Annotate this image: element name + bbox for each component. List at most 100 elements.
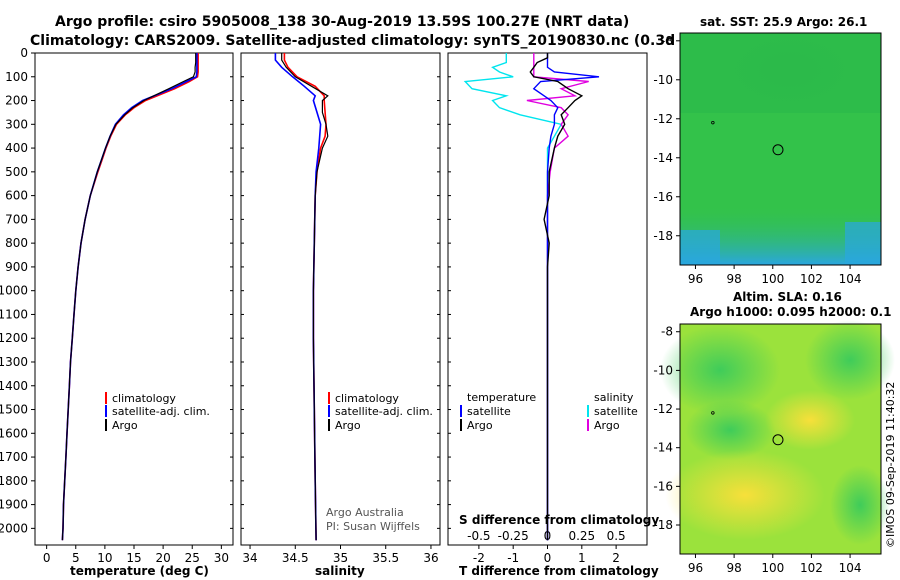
temp-line-climatology xyxy=(61,53,199,541)
lon-tick-label: 100 xyxy=(761,272,784,286)
sal-series xyxy=(274,53,329,541)
depth-tick-label: 1200 xyxy=(0,331,28,345)
lat-tick-label: -14 xyxy=(653,441,673,455)
x-tick-label: 34 xyxy=(242,551,257,565)
lat-tick-label: -18 xyxy=(653,518,673,532)
depth-tick-label: 900 xyxy=(5,260,28,274)
depth-tick-label: 1700 xyxy=(0,450,28,464)
s-tick-label: 0.5 xyxy=(607,529,626,543)
title-line1: Argo profile: csiro 5905008_138 30-Aug-2… xyxy=(55,14,629,30)
sst-map-frame xyxy=(679,32,882,266)
sst-map xyxy=(679,30,882,266)
float-position-marker xyxy=(772,434,784,446)
sla-map-green-patch xyxy=(805,320,895,400)
s-tick-label: -0.25 xyxy=(498,529,529,543)
x-tick-label: 30 xyxy=(214,551,229,565)
x-tick-label: 10 xyxy=(97,551,112,565)
lat-tick-label: -12 xyxy=(653,112,673,126)
depth-tick-label: 2000 xyxy=(0,521,28,535)
depth-tick-label: 800 xyxy=(5,236,28,250)
lat-tick-label: -16 xyxy=(653,190,673,204)
x-tick-label: 34.5 xyxy=(282,551,309,565)
lat-tick-label: -18 xyxy=(653,229,673,243)
depth-tick-label: 1800 xyxy=(0,474,28,488)
lon-tick-label: 98 xyxy=(726,561,741,575)
depth-tick-label: 100 xyxy=(5,70,28,84)
legend-label-satellite: satellite-adj. clim. xyxy=(112,405,210,418)
sst-map-title: sat. SST: 25.9 Argo: 26.1 xyxy=(700,15,867,29)
depth-tick-label: 1400 xyxy=(0,379,28,393)
depth-tick-label: 300 xyxy=(5,117,28,131)
legend-label-climatology: climatology xyxy=(112,392,176,405)
s-tick-label: -0.5 xyxy=(467,529,490,543)
lon-tick-label: 102 xyxy=(800,561,823,575)
x-tick-label: 2 xyxy=(612,551,620,565)
temp-legend: climatology satellite-adj. clim. Argo xyxy=(105,392,210,432)
sla-map-green-patch xyxy=(830,465,890,545)
lon-tick-label: 104 xyxy=(839,561,862,575)
legend-title-temperature: temperature xyxy=(467,391,536,404)
lon-tick-label: 96 xyxy=(688,272,703,286)
lon-tick-label: 104 xyxy=(839,272,862,286)
sla-map-green-patch xyxy=(685,400,775,460)
temp-x-axis: 0 5 10 15 20 25 30 xyxy=(43,545,229,565)
depth-tick-label: 600 xyxy=(5,189,28,203)
x-tick-label: 36 xyxy=(423,551,438,565)
sal-legend: climatology satellite-adj. clim. Argo xyxy=(328,392,433,432)
diff-x-axis: -2 -1 0 1 2-0.5 -0.25 0 0.25 0.5 xyxy=(467,529,625,565)
credit-argo-australia: Argo Australia xyxy=(326,506,404,519)
lon-tick-label: 98 xyxy=(726,272,741,286)
lat-tick-label: -10 xyxy=(653,73,673,87)
sla-map-green-patch xyxy=(660,325,780,415)
diff-line-s-argo xyxy=(526,53,589,541)
diff-top-label: S difference from climatology xyxy=(459,513,659,527)
x-tick-label: 15 xyxy=(126,551,141,565)
sla-map-axes: -8 -10 -12 -14 -16 -18 96 98 100 102 104 xyxy=(653,325,861,575)
lat-tick-label: -12 xyxy=(653,402,673,416)
lon-tick-label: 102 xyxy=(800,272,823,286)
diff-line-t-satellite xyxy=(532,53,600,541)
legend-label-t-satellite: satellite xyxy=(467,405,511,418)
x-tick-label: -1 xyxy=(507,551,519,565)
temp-series xyxy=(61,53,199,541)
x-tick-label: 35 xyxy=(333,551,348,565)
island-marker xyxy=(711,411,715,415)
depth-tick-label: 1600 xyxy=(0,426,28,440)
depth-tick-label: 500 xyxy=(5,165,28,179)
lat-tick-label: -8 xyxy=(661,325,673,339)
sst-map-cool-patch-right xyxy=(845,222,881,265)
sal-x-axis: 34 34.5 35 35.5 36 xyxy=(242,545,439,565)
lat-tick-label: -14 xyxy=(653,151,673,165)
legend-label-argo: Argo xyxy=(335,419,361,432)
sst-map-axes: -8 -10 -12 -14 -16 -18 96 98 100 102 104 xyxy=(653,34,861,286)
lat-tick-label: -16 xyxy=(653,479,673,493)
x-tick-label: -2 xyxy=(473,551,485,565)
legend-label-t-argo: Argo xyxy=(467,419,493,432)
sst-map-patch xyxy=(720,30,860,110)
diff-legend: temperature satellite Argo salinity sate… xyxy=(460,391,638,432)
depth-tick-label: 400 xyxy=(5,141,28,155)
credit-pi: PI: Susan Wijffels xyxy=(326,520,420,533)
sla-map xyxy=(660,320,895,555)
lon-tick-label: 96 xyxy=(688,561,703,575)
x-tick-label: 0 xyxy=(544,551,552,565)
title-line2: Climatology: CARS2009. Satellite-adjuste… xyxy=(30,33,738,49)
x-tick-label: 25 xyxy=(185,551,200,565)
lon-tick-label: 100 xyxy=(761,561,784,575)
x-tick-label: 20 xyxy=(155,551,170,565)
lat-tick-label: -8 xyxy=(661,34,673,48)
lat-tick-label: -10 xyxy=(653,363,673,377)
sla-map-title1: Altim. SLA: 0.16 xyxy=(733,290,842,304)
sla-map-frame xyxy=(679,323,882,555)
temp-xlabel: temperature (deg C) xyxy=(70,564,209,578)
sla-map-warm-patch xyxy=(665,450,825,540)
legend-title-salinity: salinity xyxy=(594,391,634,404)
sal-xlabel: salinity xyxy=(315,564,365,578)
sst-map-cool-patch-left xyxy=(680,230,720,265)
diff-xlabel: T difference from climatology xyxy=(459,564,659,578)
depth-tick-label: 1000 xyxy=(0,284,28,298)
legend-label-climatology: climatology xyxy=(335,392,399,405)
legend-label-argo: Argo xyxy=(112,419,138,432)
sal-line-argo xyxy=(281,53,329,541)
